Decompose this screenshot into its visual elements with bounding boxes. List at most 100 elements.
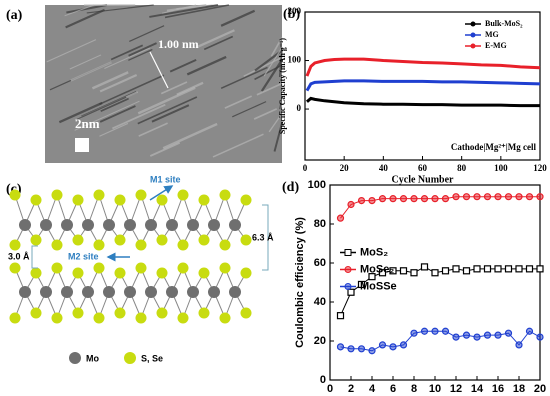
marker	[431, 195, 439, 203]
legend-label: MG	[485, 30, 499, 39]
marker	[368, 197, 376, 205]
marker	[462, 193, 471, 201]
x-tick-label: 120	[533, 163, 547, 173]
bracket	[31, 245, 38, 269]
x-tick-label: 16	[492, 383, 504, 395]
marker	[420, 195, 429, 203]
legend-label: MoSe₂	[360, 263, 394, 275]
marker	[399, 267, 408, 275]
dimension: 3.0 Å	[8, 251, 30, 261]
marker	[473, 333, 481, 341]
marker	[389, 195, 397, 203]
legend-swatch	[470, 43, 476, 49]
marker	[483, 193, 492, 201]
legend-swatch	[470, 21, 476, 27]
marker	[410, 195, 418, 203]
legend-swatch	[344, 283, 352, 290]
marker	[515, 341, 523, 349]
marker	[452, 193, 460, 201]
marker	[452, 333, 460, 341]
arrow	[149, 185, 174, 201]
legend-atom	[69, 352, 81, 364]
legend-label: E-MG	[485, 41, 507, 50]
panel-label: (b)	[283, 7, 300, 22]
marker	[357, 280, 366, 289]
x-tick-label: 20	[534, 383, 546, 395]
dimension: 6.3 Å	[252, 232, 274, 242]
marker	[378, 341, 387, 349]
marker	[515, 193, 523, 201]
y-axis-label: Specific Capacity (mAh g⁻¹)	[278, 38, 287, 135]
marker	[494, 331, 502, 339]
y-tick-label: 100	[288, 55, 302, 65]
x-axis-label: Cycle Number	[392, 174, 454, 185]
marker	[431, 327, 439, 335]
scale-bar-text: 2nm	[75, 116, 100, 131]
y-axis-label: Coulombic efficiency (%)	[294, 217, 306, 348]
plot-frame	[304, 11, 541, 161]
x-tick-label: 40	[379, 163, 389, 173]
marker	[473, 265, 481, 273]
series-line	[305, 96, 540, 108]
scale-text: 1.00 nm	[158, 37, 199, 51]
marker	[483, 265, 492, 273]
x-tick-label: 0	[303, 163, 308, 173]
marker	[494, 193, 502, 201]
marker	[525, 265, 534, 273]
y-tick-label: 200	[288, 6, 302, 16]
annotation: Cathode|Mg²⁺|Mg cell	[451, 142, 537, 152]
legend-label: S, Se	[141, 353, 163, 363]
panel-label: (a)	[6, 8, 23, 23]
marker	[399, 195, 408, 203]
bracket	[262, 204, 269, 271]
x-axis-label: Cycle number	[395, 394, 475, 396]
y-tick-label: 0	[297, 103, 302, 113]
marker	[368, 347, 376, 355]
y-tick-label: 0	[320, 374, 326, 386]
legend-label: MoS₂	[360, 246, 388, 258]
marker	[441, 327, 450, 335]
x-tick-label: 12	[450, 383, 462, 395]
x-tick-label: 8	[411, 383, 417, 395]
marker	[420, 263, 429, 271]
x-tick-label: 60	[418, 163, 428, 173]
y-tick-label: 80	[314, 218, 326, 230]
x-tick-label: 18	[513, 383, 525, 395]
marker	[504, 329, 513, 337]
x-tick-label: 4	[369, 383, 376, 395]
y-tick-label: 100	[308, 179, 326, 191]
series-line	[305, 79, 541, 92]
marker	[525, 327, 534, 335]
marker	[378, 195, 387, 203]
marker	[462, 267, 471, 275]
marker	[525, 193, 534, 201]
x-tick-label: 10	[429, 383, 441, 395]
marker	[357, 345, 366, 353]
site-label: M1 site	[150, 174, 181, 184]
marker	[347, 288, 355, 296]
marker	[441, 267, 450, 275]
marker	[410, 329, 418, 337]
series-line	[305, 57, 541, 77]
x-tick-label: 100	[494, 163, 508, 173]
marker	[389, 267, 397, 275]
marker	[504, 193, 513, 201]
marker	[462, 331, 471, 339]
marker	[536, 265, 544, 273]
marker	[357, 197, 366, 205]
crystal-structure	[9, 189, 252, 324]
marker	[536, 193, 544, 201]
marker	[504, 265, 513, 273]
marker	[452, 265, 460, 273]
marker	[336, 214, 345, 222]
marker	[483, 331, 492, 339]
marker	[368, 273, 376, 281]
site-label: M2 site	[68, 251, 99, 261]
marker	[441, 195, 450, 203]
marker	[515, 265, 523, 273]
marker	[347, 200, 355, 209]
scale-bar	[75, 138, 89, 152]
legend-atom	[124, 352, 136, 364]
marker	[378, 269, 387, 277]
